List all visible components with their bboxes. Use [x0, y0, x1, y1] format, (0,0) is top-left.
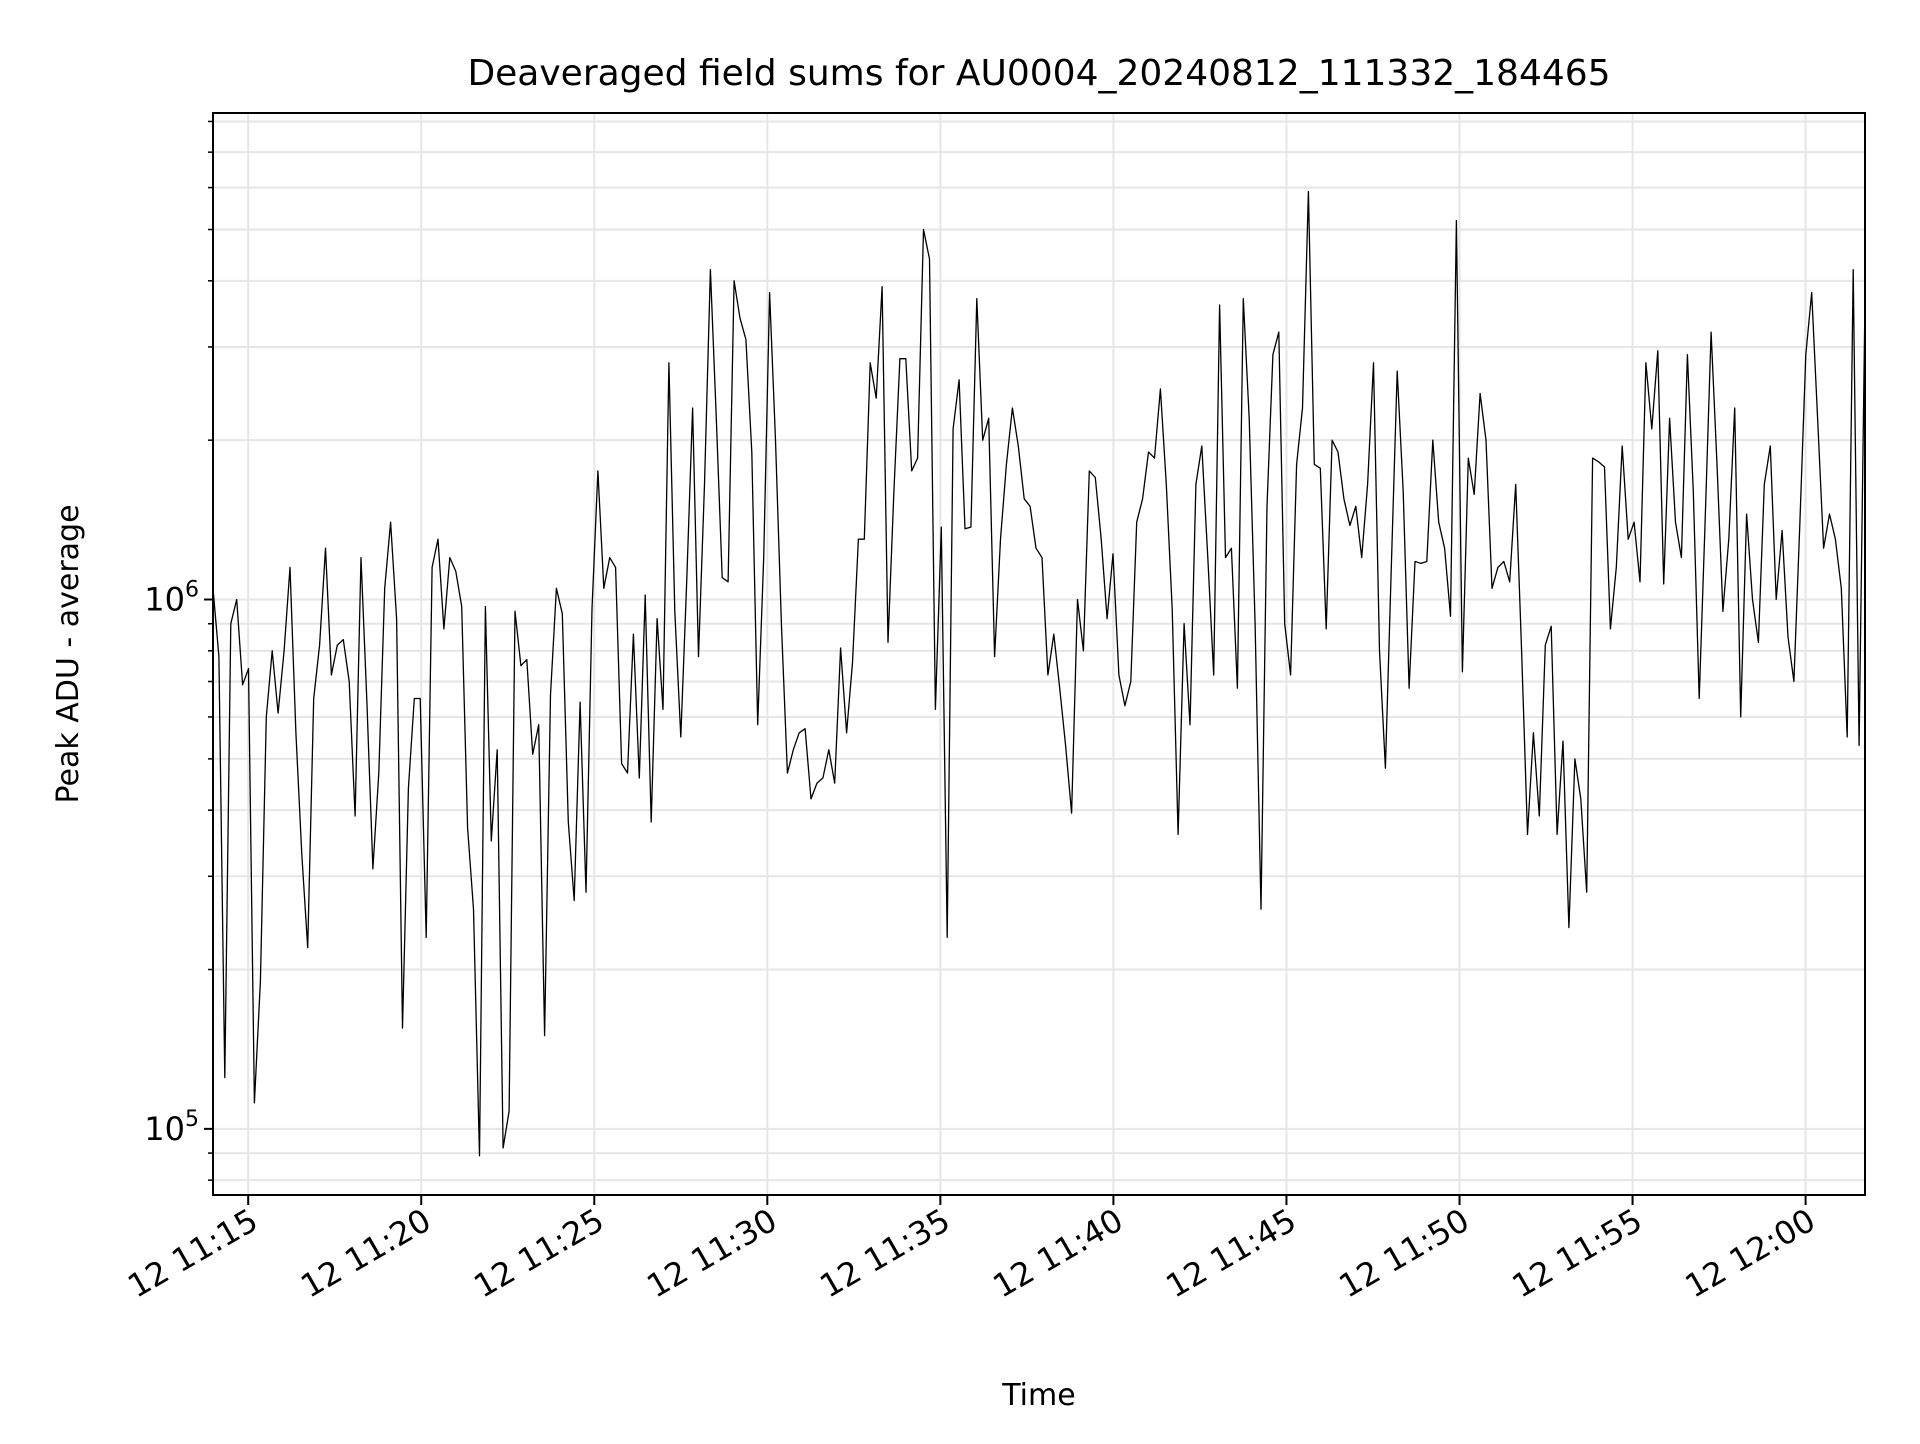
series-layer [212, 190, 1866, 1157]
y-tick-label: 105 [144, 1107, 199, 1148]
x-tick-label: 12 11:50 [1333, 1201, 1476, 1305]
x-ticks: 12 11:15 12 11:20 12 11:25 12 11:30 12 11:35… [121, 1195, 1822, 1305]
x-tick-label: 12 11:15 [121, 1201, 264, 1305]
x-tick-label: 12 11:20 [294, 1201, 437, 1305]
x-axis-label: Time [1001, 1378, 1075, 1413]
y-tick-label-exponent: 5 [185, 1107, 199, 1132]
x-tick-label: 12 11:30 [640, 1201, 783, 1305]
x-tick-label: 12 12:00 [1679, 1201, 1822, 1305]
x-tick-label: 12 11:40 [986, 1201, 1129, 1305]
y-tick-label-exponent: 6 [185, 578, 199, 603]
grid-layer [213, 113, 1865, 1195]
x-tick-label: 12 11:45 [1160, 1201, 1303, 1305]
chart-title: Deaveraged field sums for AU0004_2024081… [467, 53, 1610, 94]
y-tick-label: 106 [144, 578, 199, 619]
y-axis-label: Peak ADU - average [51, 504, 86, 803]
x-tick-label: 12 11:55 [1506, 1201, 1649, 1305]
x-tick-label: 12 11:35 [813, 1201, 956, 1305]
plot-frame [212, 112, 1866, 1196]
x-tick-label: 12 11:25 [467, 1201, 610, 1305]
y-tick-label-base: 10 [144, 581, 185, 619]
y-tick-label-base: 10 [144, 1110, 185, 1148]
series-line [212, 190, 1866, 1157]
